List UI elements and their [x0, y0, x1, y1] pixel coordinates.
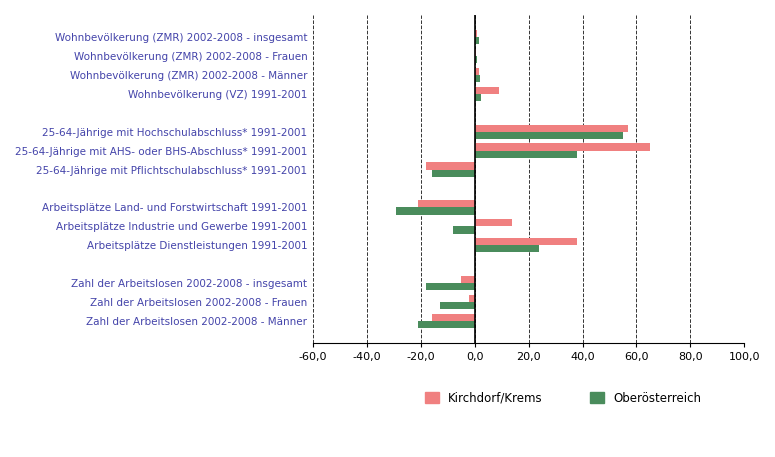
Bar	[474, 94, 481, 101]
Bar	[474, 30, 477, 37]
Bar	[474, 124, 629, 132]
Bar	[474, 238, 577, 245]
Bar	[461, 276, 474, 283]
Bar	[418, 200, 474, 207]
Bar	[426, 283, 474, 290]
Bar	[432, 314, 474, 321]
Bar	[474, 37, 479, 44]
Bar	[474, 75, 480, 82]
Bar	[474, 56, 477, 63]
Bar	[426, 162, 474, 170]
Legend: Kirchdorf/Krems, Oberösterreich: Kirchdorf/Krems, Oberösterreich	[420, 387, 706, 409]
Bar	[432, 170, 474, 177]
Bar	[397, 207, 474, 215]
Bar	[474, 219, 512, 226]
Bar	[474, 245, 539, 252]
Bar	[474, 143, 650, 151]
Bar	[474, 151, 577, 158]
Bar	[474, 132, 623, 139]
Bar	[470, 295, 474, 302]
Bar	[418, 321, 474, 328]
Bar	[474, 49, 476, 56]
Bar	[439, 302, 474, 309]
Bar	[453, 226, 474, 234]
Bar	[474, 87, 499, 94]
Bar	[474, 68, 479, 75]
